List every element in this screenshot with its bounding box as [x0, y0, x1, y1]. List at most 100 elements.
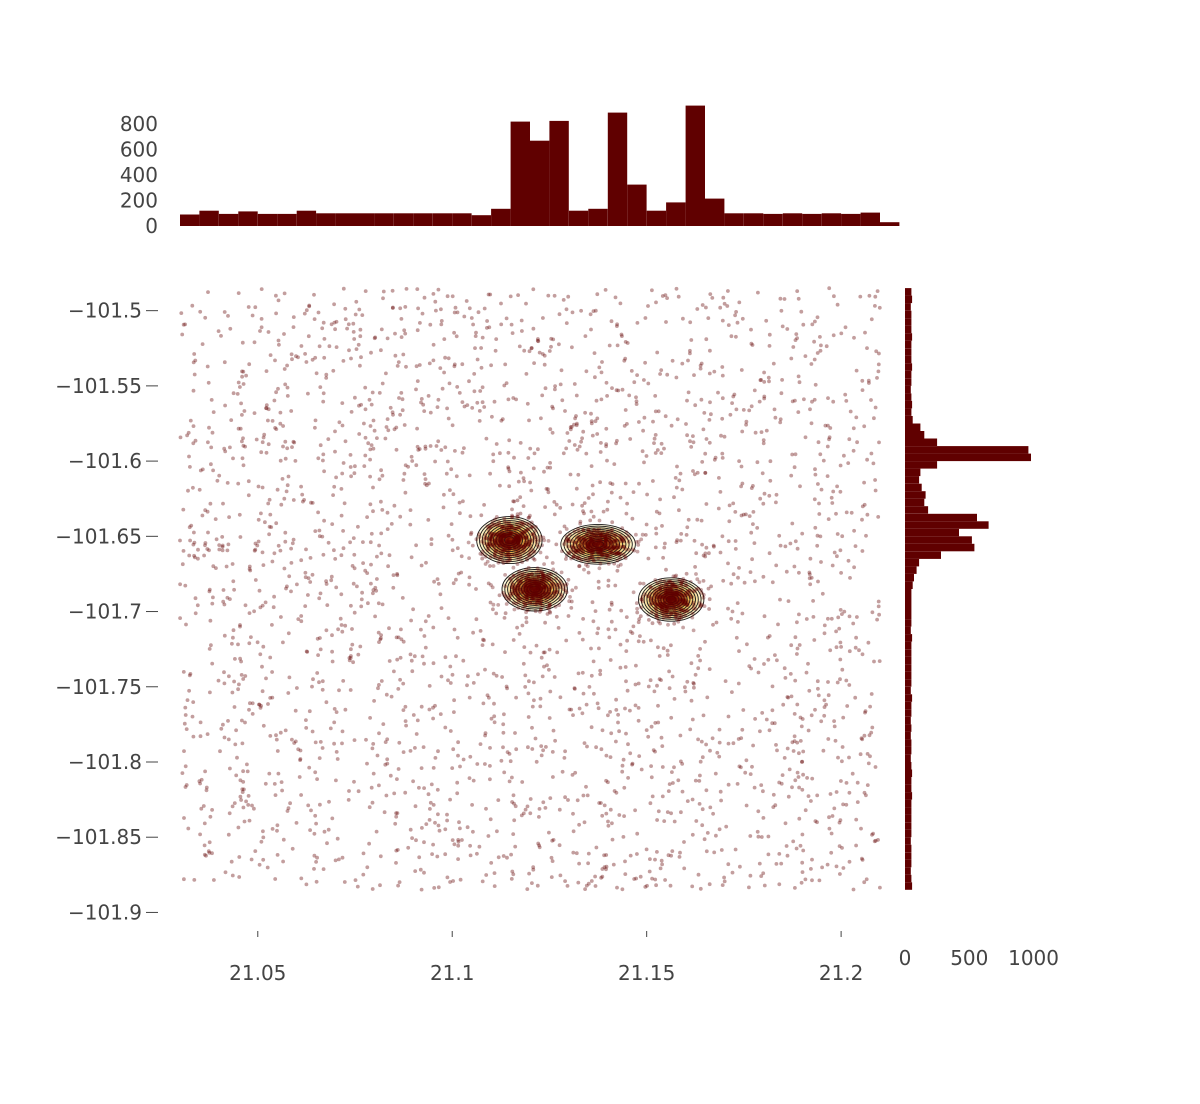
scatter-point: [660, 605, 664, 610]
scatter-point: [652, 436, 657, 441]
scatter-point: [339, 513, 344, 518]
scatter-point: [550, 591, 555, 596]
scatter-point: [384, 425, 389, 429]
scatter-point: [676, 619, 681, 624]
scatter-point: [586, 535, 591, 540]
scatter-point: [831, 399, 836, 404]
scatter-point: [515, 522, 519, 526]
scatter-point: [335, 836, 340, 841]
scatter-point: [257, 702, 261, 707]
scatter-point: [333, 429, 337, 434]
y-hist-bar: [905, 363, 913, 371]
scatter-point: [530, 596, 535, 601]
scatter-point: [552, 500, 557, 504]
scatter-point: [526, 577, 531, 581]
scatter-point: [772, 407, 777, 412]
scatter-point: [824, 344, 829, 349]
scatter-point: [712, 544, 716, 549]
scatter-point: [782, 666, 787, 671]
scatter-point: [435, 854, 440, 859]
scatter-point: [525, 594, 530, 599]
scatter-point: [870, 610, 875, 615]
scatter-point: [529, 594, 534, 598]
scatter-point: [452, 627, 457, 632]
scatter-point: [328, 726, 333, 731]
scatter-point: [791, 749, 796, 753]
scatter-point: [508, 531, 513, 535]
scatter-point: [668, 579, 673, 584]
scatter-point: [502, 383, 507, 388]
scatter-point: [593, 547, 597, 552]
scatter-point: [578, 547, 583, 551]
scatter-point: [341, 286, 346, 291]
scatter-point: [575, 544, 580, 549]
scatter-point: [227, 811, 232, 816]
scatter-point: [876, 515, 881, 519]
y-hist-bar: [905, 822, 912, 830]
scatter-point: [212, 878, 216, 882]
scatter-point: [670, 770, 674, 774]
scatter-point: [547, 571, 552, 576]
scatter-point: [510, 552, 515, 557]
scatter-point: [401, 478, 406, 482]
scatter-point: [247, 641, 252, 646]
scatter-point: [503, 584, 508, 588]
scatter-point: [813, 382, 818, 387]
scatter-point: [499, 535, 504, 540]
scatter-point: [714, 833, 718, 838]
scatter-point: [815, 543, 820, 548]
scatter-point: [524, 584, 528, 589]
scatter-point: [789, 694, 794, 699]
scatter-point: [499, 537, 504, 542]
scatter-point: [560, 769, 565, 774]
scatter-point: [728, 412, 733, 417]
scatter-point: [240, 439, 244, 444]
scatter-point: [534, 602, 539, 607]
scatter-point: [229, 859, 234, 864]
scatter-point: [601, 509, 606, 514]
scatter-point: [542, 593, 547, 598]
scatter-point: [678, 588, 683, 593]
scatter-point: [847, 790, 852, 795]
scatter-point: [851, 426, 856, 431]
scatter-point: [661, 616, 666, 620]
scatter-point: [542, 595, 547, 599]
scatter-point: [523, 685, 528, 689]
scatter-point: [314, 860, 318, 864]
scatter-point: [819, 487, 824, 492]
scatter-point: [544, 599, 549, 604]
scatter-point: [831, 333, 836, 338]
scatter-point: [528, 593, 533, 598]
scatter-point: [187, 553, 192, 558]
scatter-point: [712, 369, 717, 374]
scatter-point: [659, 589, 664, 593]
scatter-point: [504, 521, 509, 525]
scatter-point: [278, 730, 283, 735]
scatter-point: [609, 600, 614, 605]
scatter-point: [576, 527, 580, 531]
scatter-point: [507, 535, 512, 540]
scatter-point: [524, 592, 528, 597]
scatter-point: [183, 764, 188, 769]
scatter-point: [784, 844, 789, 848]
scatter-point: [337, 688, 341, 693]
scatter-point: [676, 597, 681, 602]
scatter-point: [559, 368, 564, 373]
scatter-point: [394, 814, 399, 819]
scatter-point: [525, 596, 530, 601]
scatter-point: [539, 569, 544, 574]
scatter-point: [261, 835, 266, 840]
scatter-point: [826, 517, 831, 521]
scatter-point: [496, 538, 501, 543]
y-tick-label: −101.7: [68, 600, 142, 624]
scatter-point: [534, 591, 539, 595]
scatter-point: [807, 570, 812, 575]
scatter-point: [241, 677, 246, 681]
scatter-point: [483, 733, 487, 738]
scatter-point: [203, 315, 208, 320]
scatter-point: [669, 589, 674, 594]
scatter-point: [369, 443, 374, 447]
scatter-point: [276, 386, 280, 391]
scatter-point: [620, 526, 625, 531]
scatter-point: [526, 516, 531, 520]
